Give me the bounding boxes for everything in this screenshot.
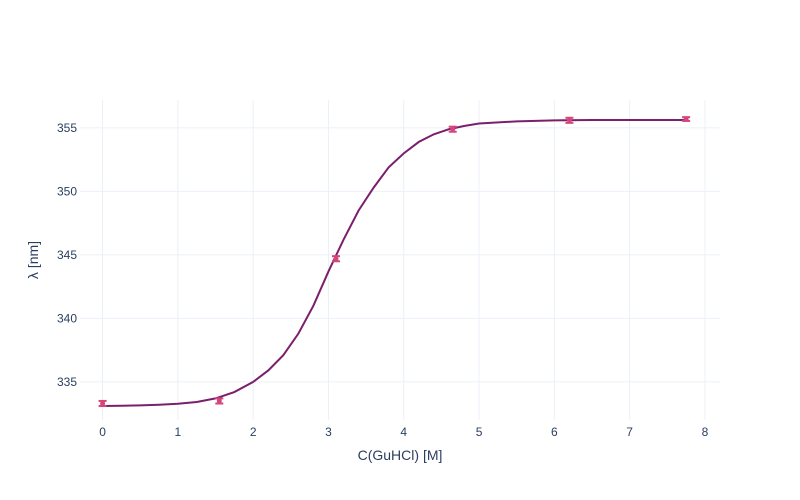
x-tick-label: 1 [175,425,182,439]
fit-curve [102,118,687,408]
x-tick-labels: 0 1 2 3 4 5 6 7 8 [99,425,708,439]
data-point [332,255,340,263]
y-tick-labels: 335 340 345 350 355 [57,121,77,389]
x-tick-label: 5 [476,425,483,439]
x-tick-label: 2 [250,425,257,439]
data-point [682,116,691,122]
data-point [448,125,457,133]
x-tick-label: 7 [626,425,633,439]
x-tick-label: 0 [99,425,106,439]
point-marker [450,126,456,132]
y-tick-label: 345 [57,248,77,262]
y-gridlines [80,127,720,383]
data-point [215,397,224,405]
x-tick-label: 8 [702,425,709,439]
x-tick-label: 3 [325,425,332,439]
fit-curve-series [102,118,687,408]
y-tick-label: 355 [57,121,77,135]
y-tick-label: 350 [57,184,77,198]
data-point [98,399,107,408]
data-points-series [98,116,691,408]
point-marker [333,256,339,262]
x-gridlines [102,100,706,420]
y-tick-label: 335 [57,375,77,389]
y-axis-title: λ [nm] [25,241,41,279]
x-axis-title: C(GuHCl) [M] [358,447,443,463]
x-tick-label: 4 [400,425,407,439]
data-point [565,116,574,124]
point-marker [566,117,572,123]
point-marker [683,116,689,122]
y-tick-label: 340 [57,311,77,325]
x-tick-label: 6 [551,425,558,439]
point-marker [100,400,106,406]
point-marker [216,398,222,404]
